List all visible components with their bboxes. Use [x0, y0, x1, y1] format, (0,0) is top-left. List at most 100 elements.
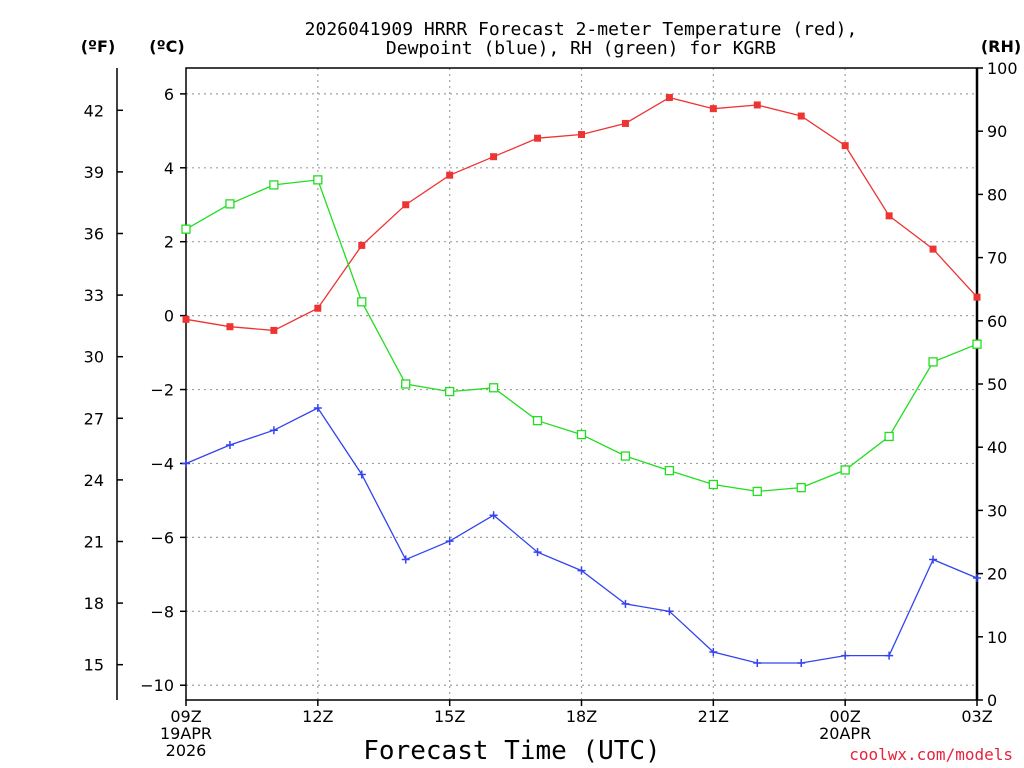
- dewpoint-marker: [841, 651, 850, 660]
- rh-tick-label: 100: [987, 59, 1018, 78]
- rh-marker: [752, 486, 762, 497]
- temperature-marker: [841, 142, 849, 150]
- fahrenheit-tick-label: 24: [84, 471, 104, 490]
- rh-marker: [269, 180, 279, 190]
- rh-marker: [928, 357, 938, 367]
- rh-marker: [972, 339, 982, 349]
- rh-tick-label: 90: [987, 122, 1007, 141]
- x-tick-label: 19APR: [160, 724, 212, 743]
- celsius-tick-label: 2: [164, 233, 174, 252]
- celsius-unit-label: (ºC): [149, 37, 184, 56]
- rh-marker: [884, 431, 894, 442]
- rh-tick-label: 10: [987, 628, 1007, 647]
- dewpoint-marker: [709, 647, 718, 656]
- rh-marker: [620, 451, 631, 461]
- dewpoint-marker: [797, 659, 806, 668]
- temperature-marker: [182, 315, 190, 323]
- dewpoint-marker: [885, 651, 894, 660]
- dewpoint-marker: [533, 548, 542, 557]
- x-axis-label: Forecast Time (UTC): [363, 736, 660, 766]
- x-tick-label: 00Z: [830, 707, 861, 726]
- rh-marker: [401, 379, 411, 389]
- rh-tick-label: 80: [987, 185, 1007, 204]
- rh-marker: [708, 479, 718, 490]
- celsius-tick-label: −2: [150, 381, 174, 400]
- x-tick-label: 2026: [166, 741, 207, 760]
- temperature-marker: [621, 119, 629, 127]
- rh-tick-label: 20: [987, 565, 1007, 584]
- rh-tick-label: 30: [987, 501, 1007, 520]
- celsius-tick-label: 0: [164, 307, 174, 326]
- temperature-marker: [973, 293, 981, 301]
- fahrenheit-tick-label: 15: [84, 656, 104, 675]
- dewpoint-marker: [401, 555, 410, 564]
- fahrenheit-tick-label: 30: [84, 348, 104, 367]
- temperature-marker: [885, 212, 893, 220]
- temperature-marker: [314, 304, 322, 312]
- dewpoint-marker: [929, 555, 938, 564]
- fahrenheit-tick-label: 21: [84, 532, 104, 551]
- rh-marker: [313, 175, 323, 185]
- x-tick-label: 03Z: [961, 707, 992, 726]
- fahrenheit-tick-label: 18: [84, 594, 104, 613]
- temperature-marker: [226, 323, 234, 331]
- x-tick-label: 18Z: [566, 707, 597, 726]
- rh-marker: [532, 416, 543, 426]
- celsius-tick-label: −4: [150, 454, 174, 473]
- rh-tick-label: 40: [987, 438, 1007, 457]
- temperature-marker: [709, 105, 717, 113]
- temperature-marker: [797, 112, 805, 120]
- dewpoint-marker: [313, 404, 322, 413]
- chart-title: 2026041909 HRRR Forecast 2-meter Tempera…: [305, 19, 858, 40]
- dewpoint-marker: [489, 511, 498, 520]
- rh-line: [185, 179, 978, 493]
- celsius-tick-label: −10: [140, 676, 174, 695]
- dewpoint-marker: [357, 470, 366, 479]
- rh-marker: [840, 465, 850, 475]
- grid-layer: [186, 68, 977, 700]
- dewpoint-marker: [665, 607, 674, 616]
- temperature-marker: [578, 131, 585, 139]
- x-tick-label: 15Z: [434, 707, 465, 726]
- plot-frame: [185, 67, 978, 701]
- chart-subtitle: Dewpoint (blue), RH (green) for KGRB: [386, 38, 776, 59]
- rh-marker: [445, 386, 455, 397]
- fahrenheit-unit-label: (ºF): [81, 37, 116, 56]
- temperature-marker: [753, 101, 761, 109]
- rh-marker: [225, 199, 235, 209]
- rh-tick-label: 50: [987, 375, 1007, 394]
- series-layer: [181, 94, 982, 668]
- rh-marker: [181, 224, 191, 234]
- rh-marker: [357, 297, 367, 307]
- credit-text: coolwx.com/models: [849, 745, 1013, 764]
- temperature-marker: [665, 94, 673, 102]
- dewpoint-marker: [753, 659, 762, 668]
- x-tick-label: 09Z: [170, 707, 201, 726]
- temperature-marker: [402, 201, 410, 209]
- fahrenheit-tick-label: 42: [84, 101, 104, 120]
- rh-tick-label: 70: [987, 249, 1007, 268]
- celsius-tick-label: −6: [150, 528, 174, 547]
- rh-unit-label: (RH): [981, 37, 1021, 56]
- temperature-marker: [270, 326, 278, 334]
- temperature-marker: [490, 153, 498, 161]
- x-tick-label: 12Z: [302, 707, 333, 726]
- x-tick-label: 20APR: [819, 724, 871, 743]
- temperature-marker: [446, 171, 454, 179]
- rh-tick-label: 0: [987, 691, 997, 710]
- fahrenheit-tick-label: 27: [84, 409, 104, 428]
- dewpoint-marker: [269, 426, 278, 435]
- rh-marker: [488, 383, 499, 393]
- dewpoint-marker: [577, 566, 586, 575]
- temperature-marker: [358, 241, 366, 249]
- dewpoint-marker: [445, 537, 454, 546]
- dewpoint-marker: [621, 599, 630, 608]
- rh-marker: [576, 429, 587, 440]
- rh-marker: [796, 482, 806, 493]
- fahrenheit-tick-label: 33: [84, 286, 104, 305]
- temperature-marker: [929, 245, 937, 253]
- x-tick-label: 21Z: [698, 707, 729, 726]
